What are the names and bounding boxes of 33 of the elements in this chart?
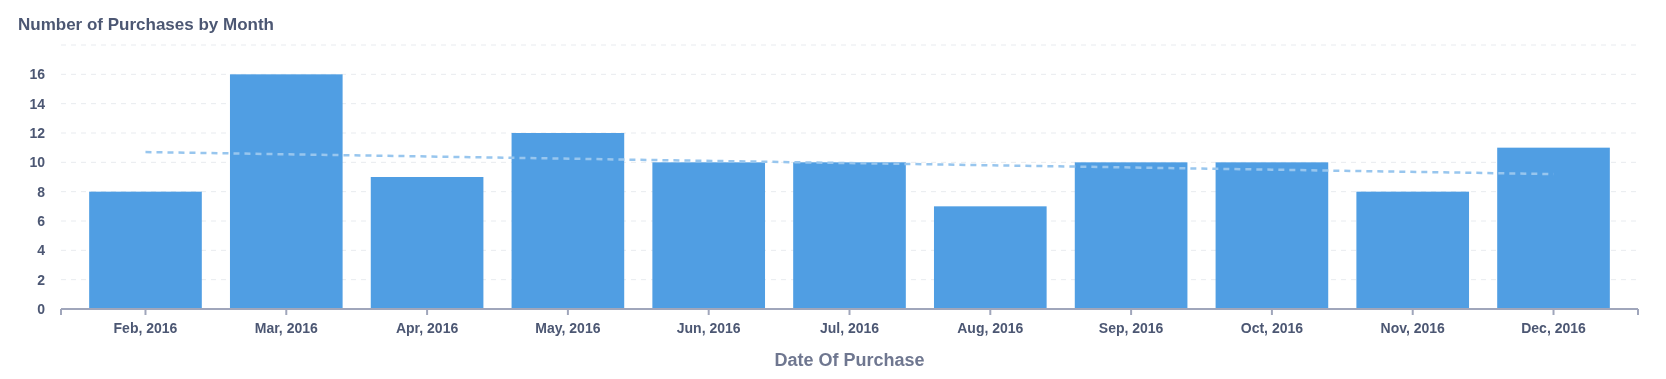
x-tick-label: May, 2016 [535, 320, 601, 336]
x-tick-label: Dec, 2016 [1521, 320, 1587, 336]
bar [1356, 191, 1470, 309]
bar [793, 162, 906, 309]
bar [370, 177, 484, 309]
y-tick-label: 6 [37, 212, 46, 229]
bar [511, 133, 625, 309]
x-axis-title: Date Of Purchase [774, 350, 925, 370]
bar [229, 74, 343, 309]
y-tick-label: 12 [29, 124, 46, 141]
x-tick-label: Apr, 2016 [395, 320, 459, 336]
chart-title: Number of Purchases by Month [18, 15, 274, 34]
x-tick-label: Jun, 2016 [676, 320, 741, 336]
x-tick-label: Mar, 2016 [254, 320, 319, 336]
bar [89, 191, 202, 309]
x-tick-label: Sep, 2016 [1098, 320, 1164, 336]
x-tick-label: Oct, 2016 [1240, 320, 1304, 336]
bar [1215, 162, 1329, 309]
x-tick-label: Aug, 2016 [957, 320, 1024, 336]
y-tick-label: 0 [37, 300, 46, 317]
x-tick-label: Jul, 2016 [819, 320, 880, 336]
y-tick-label: 4 [37, 242, 46, 259]
y-tick-label: 2 [37, 271, 46, 288]
y-tick-label: 10 [29, 154, 46, 171]
y-tick-label: 8 [37, 183, 46, 200]
x-tick-label: Feb, 2016 [113, 320, 178, 336]
x-tick-label: Nov, 2016 [1380, 320, 1446, 336]
bar [1497, 147, 1610, 309]
bar [1074, 162, 1188, 309]
bar [933, 206, 1047, 309]
y-tick-label: 14 [29, 95, 46, 112]
y-tick-label: 16 [29, 66, 46, 83]
bar [652, 162, 766, 309]
